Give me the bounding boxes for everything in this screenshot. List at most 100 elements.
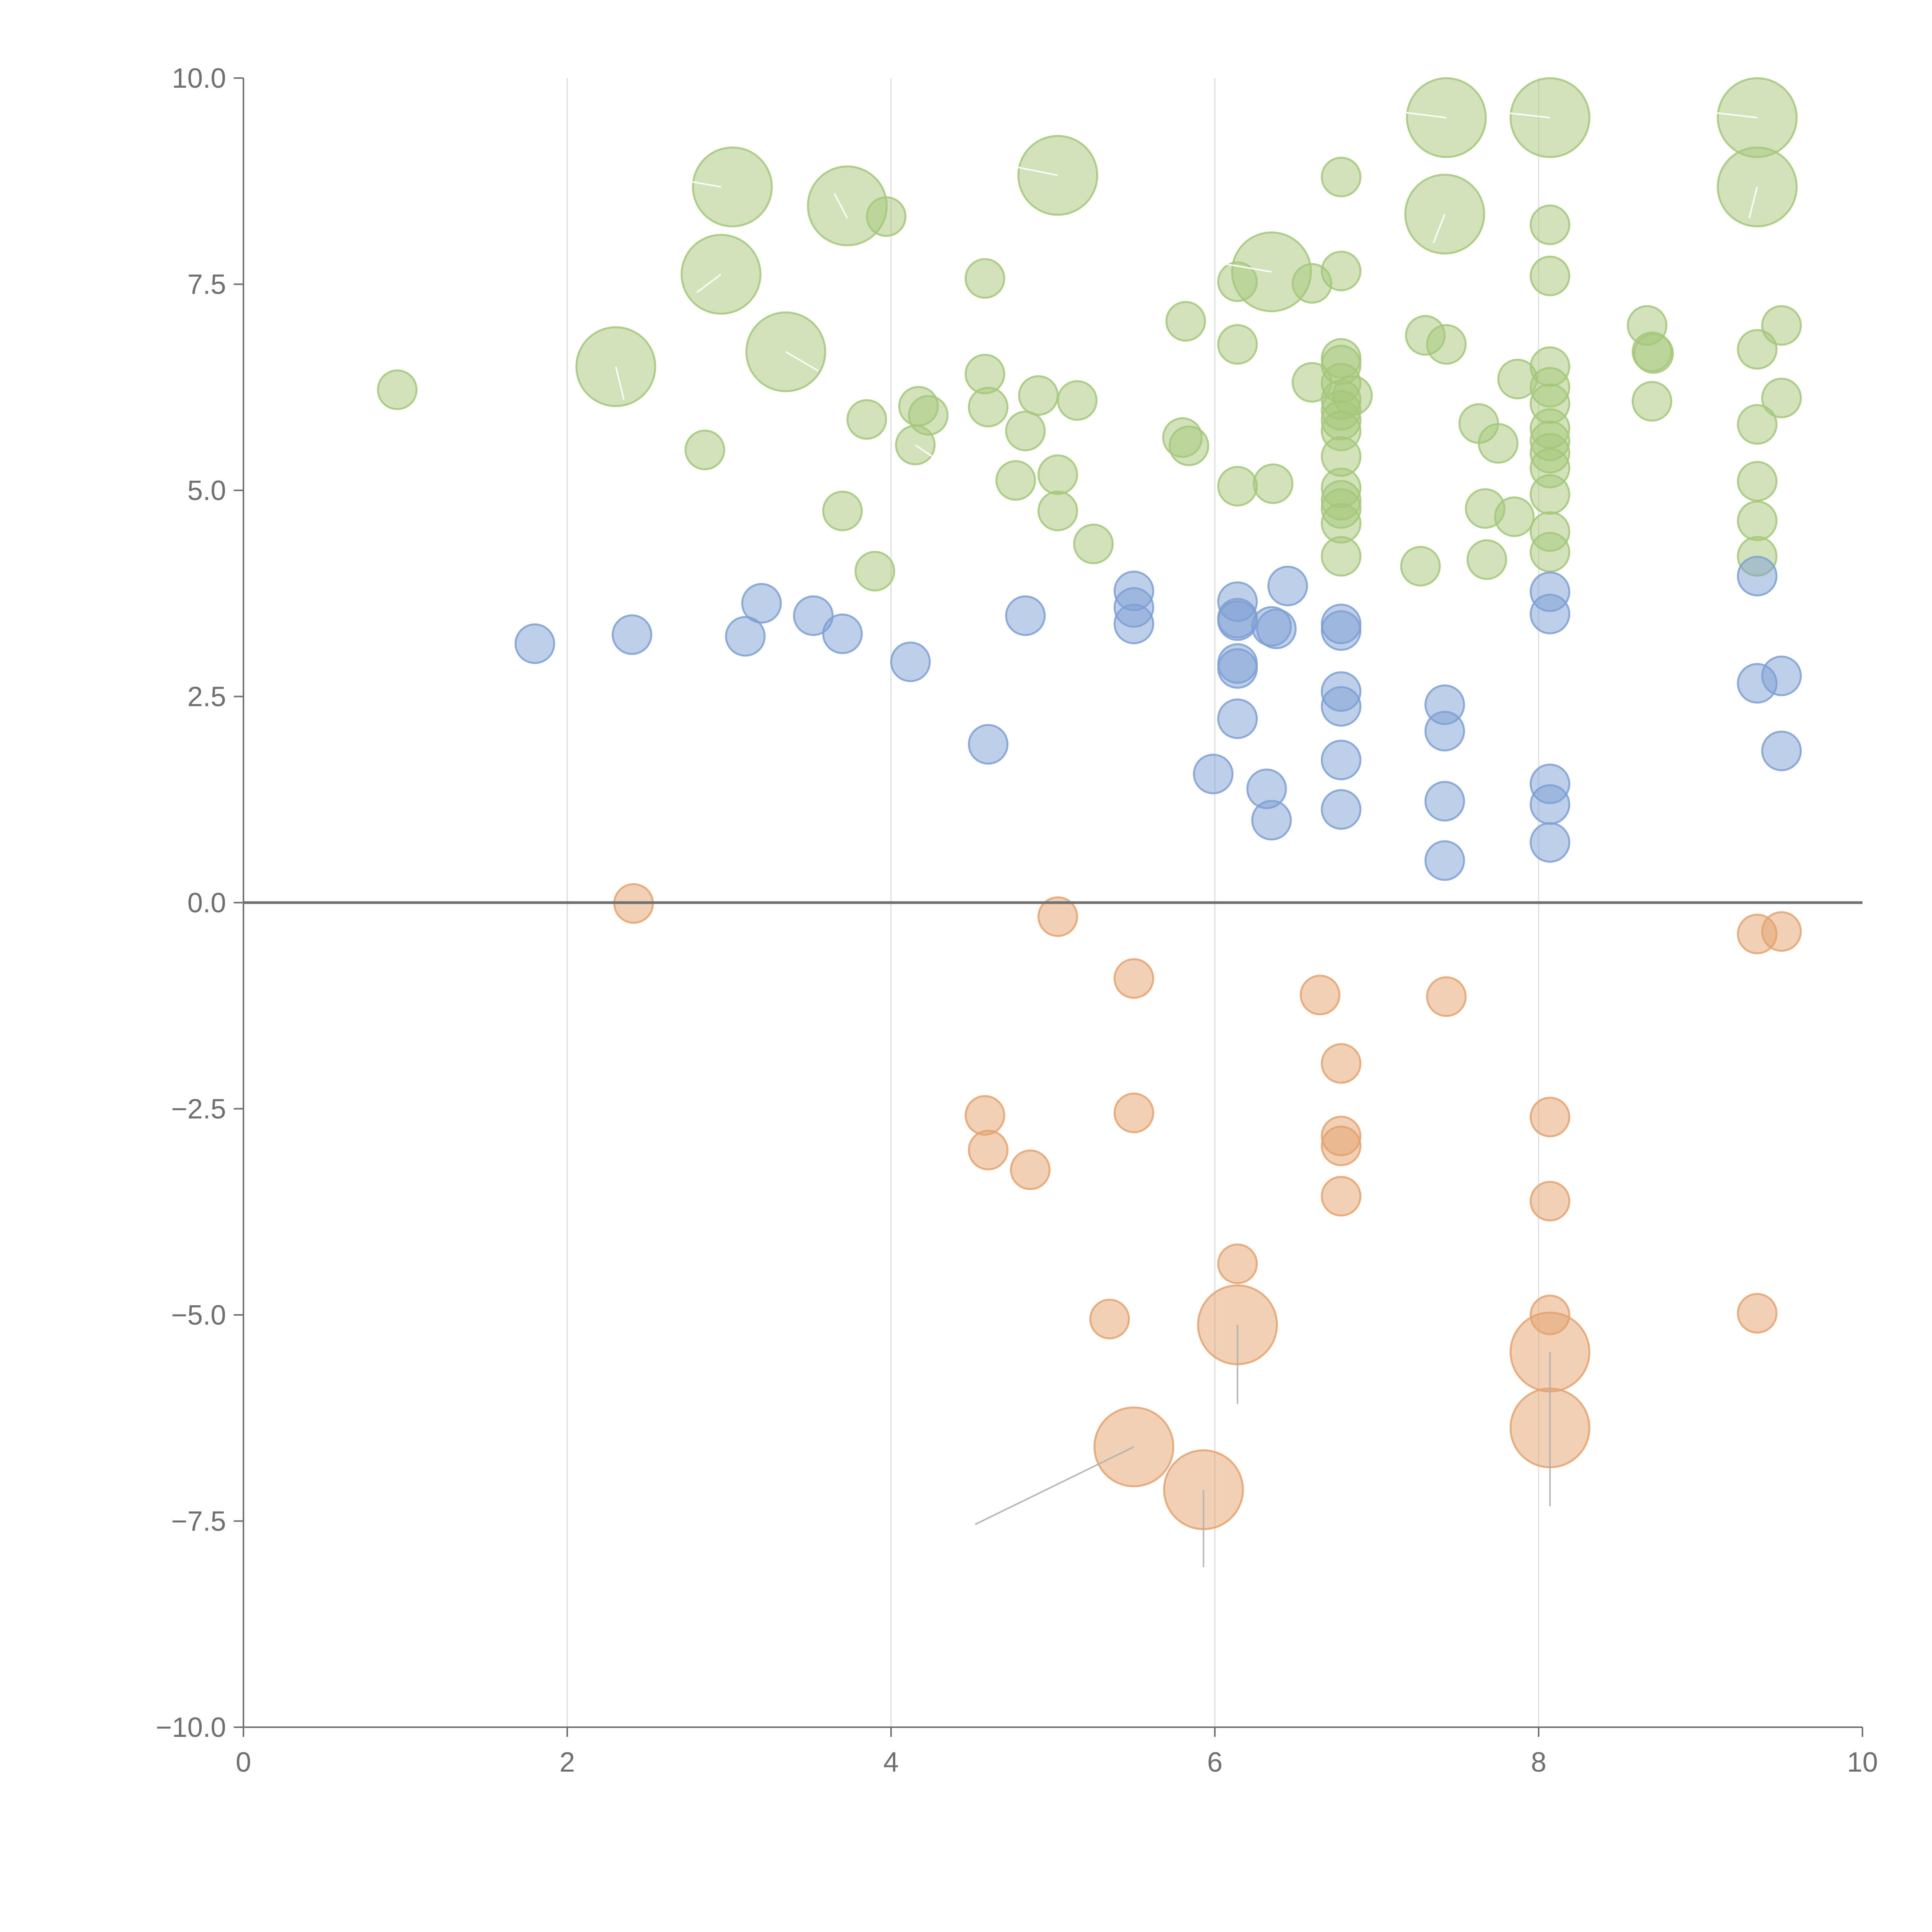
blue-point bbox=[1424, 781, 1465, 822]
green-point bbox=[1761, 378, 1802, 418]
green-point bbox=[1529, 532, 1570, 573]
blue-point bbox=[612, 614, 653, 655]
orange-point bbox=[968, 1129, 1009, 1170]
green-point bbox=[1005, 410, 1046, 451]
x-tick-label: 8 bbox=[1531, 1747, 1546, 1778]
green-point bbox=[1037, 490, 1078, 531]
annotation-leader-line bbox=[915, 444, 940, 462]
orange-point bbox=[1321, 1126, 1362, 1167]
green-point bbox=[745, 311, 827, 392]
blue-point bbox=[1005, 595, 1046, 636]
green-point bbox=[995, 460, 1036, 501]
green-point bbox=[1321, 250, 1362, 291]
blue-point bbox=[1217, 698, 1258, 739]
green-point bbox=[1217, 324, 1258, 365]
blue-point bbox=[1424, 840, 1465, 881]
blue-point bbox=[793, 595, 834, 636]
annotation-leader-line bbox=[664, 176, 721, 188]
blue-point bbox=[1251, 800, 1292, 841]
orange-point bbox=[1089, 1299, 1130, 1340]
green-point bbox=[1529, 204, 1570, 245]
blue-point bbox=[1321, 740, 1362, 781]
orange-point bbox=[1529, 1181, 1570, 1222]
green-point bbox=[964, 258, 1005, 299]
blue-point bbox=[1321, 686, 1362, 727]
x-tick-label: 4 bbox=[883, 1747, 899, 1778]
orange-point bbox=[1037, 896, 1078, 937]
orange-point bbox=[1321, 1176, 1362, 1217]
green-point bbox=[1400, 546, 1441, 587]
blue-point bbox=[822, 613, 863, 654]
green-point bbox=[1165, 301, 1206, 342]
green-point bbox=[1761, 305, 1802, 346]
green-point bbox=[684, 429, 725, 470]
green-point bbox=[1332, 375, 1373, 416]
green-point bbox=[822, 490, 863, 531]
x-tick-label: 2 bbox=[560, 1747, 575, 1778]
green-point bbox=[1217, 466, 1258, 507]
x-tick-label: 0 bbox=[236, 1747, 251, 1778]
orange-point bbox=[1737, 1293, 1778, 1334]
y-tick-label: −2.5 bbox=[171, 1094, 226, 1125]
green-point bbox=[1426, 324, 1467, 365]
green-point bbox=[1737, 461, 1778, 502]
leader-layer bbox=[615, 110, 1758, 1568]
annotation-leader-line bbox=[1004, 164, 1058, 176]
annotation-leader-line bbox=[975, 1446, 1134, 1525]
green-point bbox=[1529, 255, 1570, 296]
green-point bbox=[1529, 474, 1570, 515]
green-point bbox=[1478, 423, 1519, 464]
blue-point bbox=[514, 623, 555, 664]
blue-point bbox=[890, 641, 931, 682]
blue-point bbox=[725, 616, 766, 657]
points-layer bbox=[377, 77, 1802, 1530]
green-point bbox=[854, 551, 895, 592]
blue-point bbox=[1529, 784, 1570, 825]
green-point bbox=[1737, 500, 1778, 541]
y-tick-label: −5.0 bbox=[171, 1300, 226, 1331]
green-point bbox=[1057, 380, 1098, 421]
blue-point bbox=[1529, 594, 1570, 634]
green-point bbox=[1737, 329, 1778, 370]
annotation-leader-line bbox=[1223, 263, 1272, 273]
annotation-leader-line bbox=[696, 274, 722, 293]
blue-point bbox=[741, 583, 782, 624]
green-point bbox=[1168, 425, 1209, 466]
blue-point bbox=[968, 724, 1009, 765]
blue-point bbox=[1217, 600, 1258, 641]
y-tick-label: 2.5 bbox=[187, 682, 226, 713]
axis-layer: 10.0 7.5 5.0 2.5 0.0 −2.5 −5.0 −7.5 −10.0 0 2 4 6 8 10 bbox=[156, 63, 1878, 1778]
blue-point bbox=[1114, 604, 1154, 645]
x-tick-label: 6 bbox=[1207, 1747, 1223, 1778]
annotation-leader-line bbox=[1393, 110, 1447, 119]
orange-point bbox=[964, 1095, 1005, 1136]
blue-point bbox=[1761, 655, 1802, 696]
blue-point bbox=[1267, 566, 1308, 607]
blue-point bbox=[1321, 789, 1362, 830]
blue-point bbox=[1256, 609, 1297, 650]
green-point bbox=[968, 386, 1009, 427]
green-point bbox=[692, 146, 773, 228]
green-point bbox=[1631, 381, 1672, 422]
orange-point bbox=[1761, 911, 1802, 952]
green-point bbox=[908, 395, 949, 436]
blue-point bbox=[1761, 730, 1802, 771]
annotation-leader-line bbox=[1700, 110, 1757, 119]
orange-point bbox=[1217, 1243, 1258, 1284]
y-tick-label: 5.0 bbox=[187, 475, 226, 506]
green-point bbox=[1633, 333, 1674, 374]
green-point bbox=[846, 399, 887, 440]
blue-point bbox=[1217, 648, 1258, 689]
annotation-leader-line bbox=[1748, 187, 1758, 219]
annotation-leader-line bbox=[785, 351, 819, 372]
orange-point bbox=[1299, 975, 1340, 1015]
y-tick-label: 10.0 bbox=[172, 63, 226, 94]
y-tick-label: −10.0 bbox=[156, 1712, 226, 1743]
annotation-leader-line bbox=[833, 193, 848, 219]
blue-point bbox=[1424, 711, 1465, 752]
x-tick-label: 10 bbox=[1847, 1747, 1878, 1778]
green-point bbox=[1466, 539, 1507, 580]
blue-point bbox=[1321, 610, 1362, 651]
orange-point bbox=[1114, 958, 1154, 999]
